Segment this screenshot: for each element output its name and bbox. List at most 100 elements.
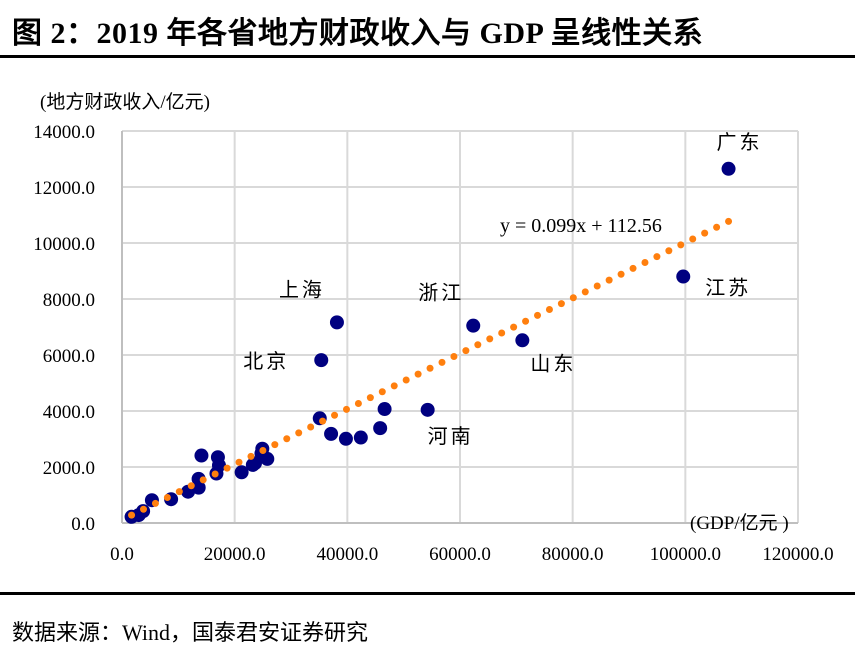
trendline-dot <box>223 464 231 472</box>
trendline-dot <box>725 217 733 225</box>
trendline-dot <box>319 417 327 425</box>
trendline-dot <box>689 235 697 243</box>
trendline-dot <box>414 370 422 378</box>
data-point <box>466 318 481 333</box>
trendline-dot <box>569 294 577 302</box>
data-point <box>324 426 339 441</box>
data-point <box>329 315 344 330</box>
y-axis-ticks: 0.0 2000.0 4000.0 6000.0 8000.0 10000.0 12000.… <box>33 122 95 535</box>
trendline-equation: y = 0.099x + 112.56 <box>500 215 662 237</box>
y-tick-label: 6000.0 <box>43 346 95 367</box>
top-rule <box>0 55 855 58</box>
x-tick-label: 40000.0 <box>316 544 378 565</box>
trendline-dot <box>545 306 553 314</box>
trendline-dot <box>342 405 350 413</box>
trendline-dot <box>331 411 339 419</box>
trendline-dot <box>581 288 589 296</box>
data-point <box>515 333 530 348</box>
trendline-dot <box>247 452 255 460</box>
trendline-dot <box>211 470 219 478</box>
data-point <box>210 450 225 465</box>
x-axis-ticks: 0.0 20000.0 40000.0 60000.0 80000.0 100000.0 1… <box>110 544 834 565</box>
data-point <box>721 161 736 176</box>
trendline-dot <box>175 488 183 496</box>
x-axis-title: (GDP/亿元 ) <box>690 512 789 534</box>
trendline-dot <box>366 394 374 402</box>
y-tick-label: 0.0 <box>71 514 95 535</box>
data-point <box>377 402 392 417</box>
trendline <box>128 217 733 519</box>
data-point <box>338 431 353 446</box>
data-point <box>194 448 209 463</box>
x-tick-label: 120000.0 <box>762 544 833 565</box>
trendline-dot <box>462 347 470 355</box>
grid <box>121 130 799 524</box>
trendline-dot <box>486 335 494 343</box>
point-label: 河南 <box>428 425 474 448</box>
trendline-dot <box>617 270 625 278</box>
point-label: 山东 <box>530 352 576 375</box>
point-label: 上海 <box>279 278 325 301</box>
trendline-dot <box>307 423 315 431</box>
trendline-dot <box>426 364 434 372</box>
trendline-dot <box>283 435 291 443</box>
data-point <box>234 465 249 480</box>
data-point <box>314 353 329 368</box>
data-source: 数据来源：Wind，国泰君安证券研究 <box>12 620 368 645</box>
trendline-dot <box>557 300 565 308</box>
y-tick-label: 4000.0 <box>43 402 95 423</box>
trendline-dot <box>474 341 482 349</box>
data-points <box>124 161 736 524</box>
y-tick-label: 12000.0 <box>33 178 95 199</box>
trendline-dot <box>199 476 207 484</box>
trendline-dot <box>522 317 530 325</box>
trendline-dot <box>665 247 673 255</box>
point-label: 广东 <box>717 131 763 154</box>
trendline-dot <box>163 494 171 502</box>
trendline-dot <box>498 329 506 337</box>
trendline-dot <box>271 441 279 449</box>
y-tick-label: 10000.0 <box>33 234 95 255</box>
trendline-dot <box>701 229 709 237</box>
x-tick-label: 20000.0 <box>204 544 266 565</box>
point-label: 浙江 <box>418 282 464 305</box>
x-tick-label: 60000.0 <box>429 544 491 565</box>
trendline-dot <box>438 358 446 366</box>
trendline-dot <box>593 282 601 290</box>
y-tick-label: 8000.0 <box>43 290 95 311</box>
trendline-dot <box>510 323 518 331</box>
data-point <box>245 457 260 472</box>
trendline-dot <box>402 376 410 384</box>
trendline-dot <box>295 429 303 437</box>
point-label: 北京 <box>243 350 289 373</box>
trendline-dot <box>629 264 637 272</box>
figure-title: 图 2：2019 年各省地方财政收入与 GDP 呈线性关系 <box>12 17 704 50</box>
trendline-dot <box>677 241 685 249</box>
trendline-dot <box>140 505 148 513</box>
trendline-dot <box>128 511 136 519</box>
y-tick-label: 2000.0 <box>43 458 95 479</box>
trendline-dot <box>390 382 398 390</box>
y-axis-title: (地方财政收入/亿元) <box>40 91 210 113</box>
x-tick-label: 0.0 <box>110 544 134 565</box>
scatter-chart: 0.0 2000.0 4000.0 6000.0 8000.0 10000.0 12000.… <box>33 91 834 565</box>
point-label: 江苏 <box>705 277 751 300</box>
data-point <box>373 421 388 436</box>
trendline-dot <box>653 253 661 261</box>
trendline-dot <box>450 353 458 361</box>
trendline-dot <box>534 311 542 319</box>
trendline-dot <box>713 223 721 231</box>
trendline-dot <box>605 276 613 284</box>
trendline-dot <box>378 388 386 396</box>
trendline-dot <box>354 400 362 408</box>
x-tick-label: 100000.0 <box>650 544 721 565</box>
trendline-dot <box>187 482 195 490</box>
data-point <box>353 430 368 445</box>
bottom-rule <box>0 592 855 595</box>
trendline-dot <box>235 458 243 466</box>
data-point <box>676 269 691 284</box>
x-tick-label: 80000.0 <box>542 544 604 565</box>
trendline-dot <box>151 499 159 507</box>
trendline-dot <box>641 259 649 267</box>
